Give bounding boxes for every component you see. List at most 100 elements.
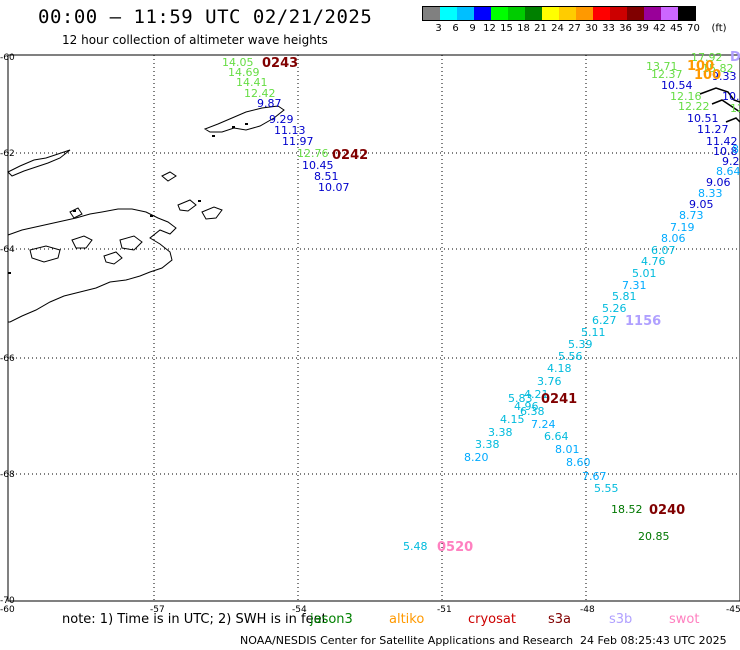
wave-height-label: 5.48 [403,540,428,553]
legend-bin-label: 33 [602,23,615,34]
wave-height-label: 5.56 [558,350,583,363]
coastline-segment [119,235,143,251]
lon-label: -48 [580,605,595,615]
wave-height-label: 8.73 [679,209,704,222]
wave-height-label: 7.31 [622,279,647,292]
legend-bin-label: 27 [568,23,581,34]
pass-time-label: 1156 [625,314,661,329]
coastline-segment [29,245,61,263]
legend-bin-label: 15 [500,23,513,34]
lat-label: -66 [0,354,15,364]
legend-swatch [678,7,695,20]
wave-height-label: 10.51 [687,112,719,125]
legend-bin-label: 18 [517,23,530,34]
wave-height-label: 4.21 [524,388,549,401]
pass-time-label: 100 [687,59,714,74]
mission-label: swot [669,612,700,627]
wave-height-label: 11.42 [706,135,738,148]
wave-height-label: 12.42 [244,87,276,100]
legend-swatch [423,7,440,20]
wave-height-label: 5.55 [594,482,619,495]
legend-swatch [593,7,610,20]
wave-height-label: 17.92 [691,51,723,64]
legend-swatch [559,7,576,20]
mission-label: cryosat [468,612,516,627]
wave-height-label: 8.33 [698,187,723,200]
coastline-segment [699,87,740,103]
mission-label: s3a [548,612,572,627]
wave-height-label: 14.41 [236,76,268,89]
coastline-segment [7,208,177,323]
wave-height-label: 8.01 [555,443,580,456]
coastline-segment [725,117,740,123]
coastline-segment [161,171,177,182]
legend-bin-label: 3 [435,23,442,34]
legend-bin-label: 30 [585,23,598,34]
wave-height-label: 5.81 [612,290,637,303]
island-speck [198,200,201,202]
legend-bin-label: 36 [619,23,632,34]
island-speck [73,210,76,212]
pass-time-label: 0243 [262,56,298,71]
wave-height-label: 9.05 [689,198,714,211]
wave-height-label: 5.39 [568,338,593,351]
wave-height-label: 12.16 [670,90,702,103]
lat-label: -70 [0,596,15,606]
wave-height-label: 6.64 [544,430,569,443]
wave-height-label: 6.07 [651,244,676,257]
lon-label: -54 [292,605,307,615]
legend-unit: (ft) [711,23,727,34]
legend-bin-label: 24 [551,23,564,34]
pass-time-label: 0242 [332,148,368,163]
wave-height-label: 10.8 [713,145,738,158]
footer-credit: NOAA/NESDIS Center for Satellite Applica… [240,634,574,647]
wave-height-label: 12.37 [651,68,683,81]
wave-height-label: 12.76 [297,147,329,160]
wave-height-label: 12.22 [678,100,710,113]
lon-label: -45 [726,605,740,615]
coastline-segment [177,199,197,212]
coastline-segment [203,105,285,133]
wave-height-label: 8.64 [716,165,740,178]
axis-labels: -60-62-64-66-68-70-60 -57 -54 -51 -48 -45 [0,53,740,615]
lon-label: -51 [437,605,452,615]
lat-label: -60 [0,53,15,63]
wave-height-label: 4.96 [514,400,539,413]
mission-label: s3b [609,612,633,627]
wave-height-label: 9.87 [257,97,282,110]
legend-swatch [661,7,678,20]
wave-height-label: 8.06 [661,232,686,245]
island-speck [150,215,153,217]
wave-height-label: 4.18 [547,362,572,375]
wave-height-label: 3.38 [488,426,513,439]
island-speck [212,135,215,137]
wave-height-label: 15.82 [702,62,734,75]
legend-bin-label: 45 [670,23,683,34]
legend-bin-label: 6 [452,23,459,34]
wave-height-label: 8.8 [732,143,740,156]
wave-height-label: 9.2 [722,155,740,168]
wave-height-label: 3.38 [475,438,500,451]
coastline-segment [103,251,123,265]
legend-bin-label: 42 [653,23,666,34]
legend-labels: 3 6 9 12 15 18 21 24 27 30 33 36 39 42 45 70 (ft) [422,21,726,35]
lon-label: -57 [150,605,165,615]
pass-time-label: 100 [694,68,721,83]
legend-bin-label: 21 [534,23,547,34]
wave-height-label: 12 [730,102,740,115]
wave-height-label: 10.07 [318,181,350,194]
wave-height-label: 14.69 [228,66,260,79]
legend-swatch [542,7,559,20]
legend-bin-label: 39 [636,23,649,34]
pass-time-label: 0241 [541,392,577,407]
wave-height-label: 11.13 [274,124,306,137]
wave-height-label: 3.76 [537,375,562,388]
legend-swatch [525,7,542,20]
observation-layer: 14.0514.6914.4112.429.879.2911.1311.9712… [222,51,740,553]
wave-height-label: 4.15 [500,413,525,426]
legend-swatch [491,7,508,20]
wave-height-label: 9.06 [706,176,731,189]
legend-swatch [440,7,457,20]
